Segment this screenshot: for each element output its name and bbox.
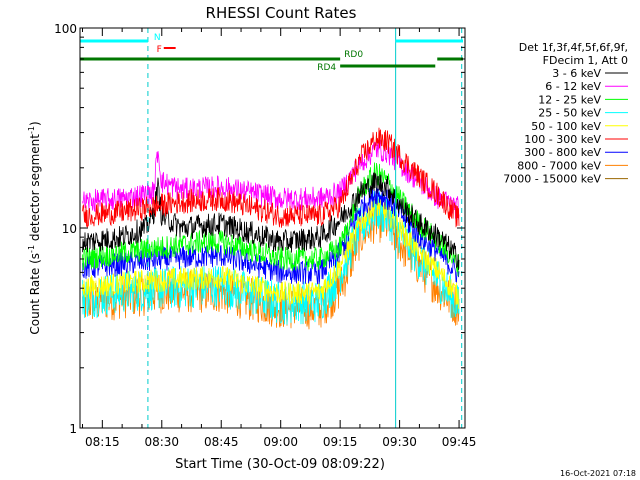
x-tick-label: 08:30 <box>144 435 179 449</box>
x-axis-label: Start Time (30-Oct-09 08:09:22) <box>175 457 385 472</box>
series-line-6-12-kev <box>82 139 460 220</box>
y-axis-label: Count Rate (s-1 detector segment-1) <box>27 121 42 334</box>
series-layer <box>82 127 460 330</box>
legend-label-3-6-kev: 3 - 6 keV <box>552 67 601 80</box>
y-tick-label: 100 <box>54 22 77 36</box>
x-tick-label: 09:45 <box>442 435 477 449</box>
legend-label-12-25-kev: 12 - 25 keV <box>538 93 601 106</box>
legend-label-300-800-kev: 300 - 800 keV <box>524 146 601 159</box>
series-line-100-300-kev <box>82 127 460 228</box>
flag-label-rd4: RD4 <box>317 63 336 73</box>
flag-label-rd0: RD0 <box>344 50 363 60</box>
legend-label-25-50-kev: 25 - 50 keV <box>538 107 601 120</box>
x-tick-label: 09:30 <box>382 435 417 449</box>
x-tick-label: 08:15 <box>85 435 120 449</box>
legend-label-800-7000-kev: 800 - 7000 keV <box>517 159 601 172</box>
legend-header-2: FDecim 1, Att 0 <box>543 54 628 67</box>
axis-layer: 08:15 08:30 08:45 09:00 09:15 09:30 09:45 1 10 10… <box>54 22 476 449</box>
flag-layer: NF RD0 RD4 <box>80 33 464 73</box>
chart-title: RHESSI Count Rates <box>206 4 357 22</box>
timestamp: 16-Oct-2021 07:18 <box>560 469 636 478</box>
y-tick-label: 10 <box>62 222 77 236</box>
series-line-50-100-kev <box>82 194 460 310</box>
x-tick-label: 09:15 <box>323 435 358 449</box>
y-tick-label: 1 <box>69 422 77 436</box>
legend-label-100-300-kev: 100 - 300 keV <box>524 133 601 146</box>
legend-label-6-12-kev: 6 - 12 keV <box>545 80 601 93</box>
flag-label-n: N <box>154 33 161 43</box>
legend-label-7000-15000-kev: 7000 - 15000 keV <box>503 173 601 186</box>
x-tick-label: 09:00 <box>263 435 298 449</box>
legend-header-1: Det 1f,3f,4f,5f,6f,9f, <box>519 41 628 54</box>
flag-label-f: F <box>157 45 162 55</box>
series-line-12-25-kev <box>82 162 460 277</box>
x-tick-label: 08:45 <box>204 435 239 449</box>
legend-label-50-100-kev: 50 - 100 keV <box>531 120 601 133</box>
